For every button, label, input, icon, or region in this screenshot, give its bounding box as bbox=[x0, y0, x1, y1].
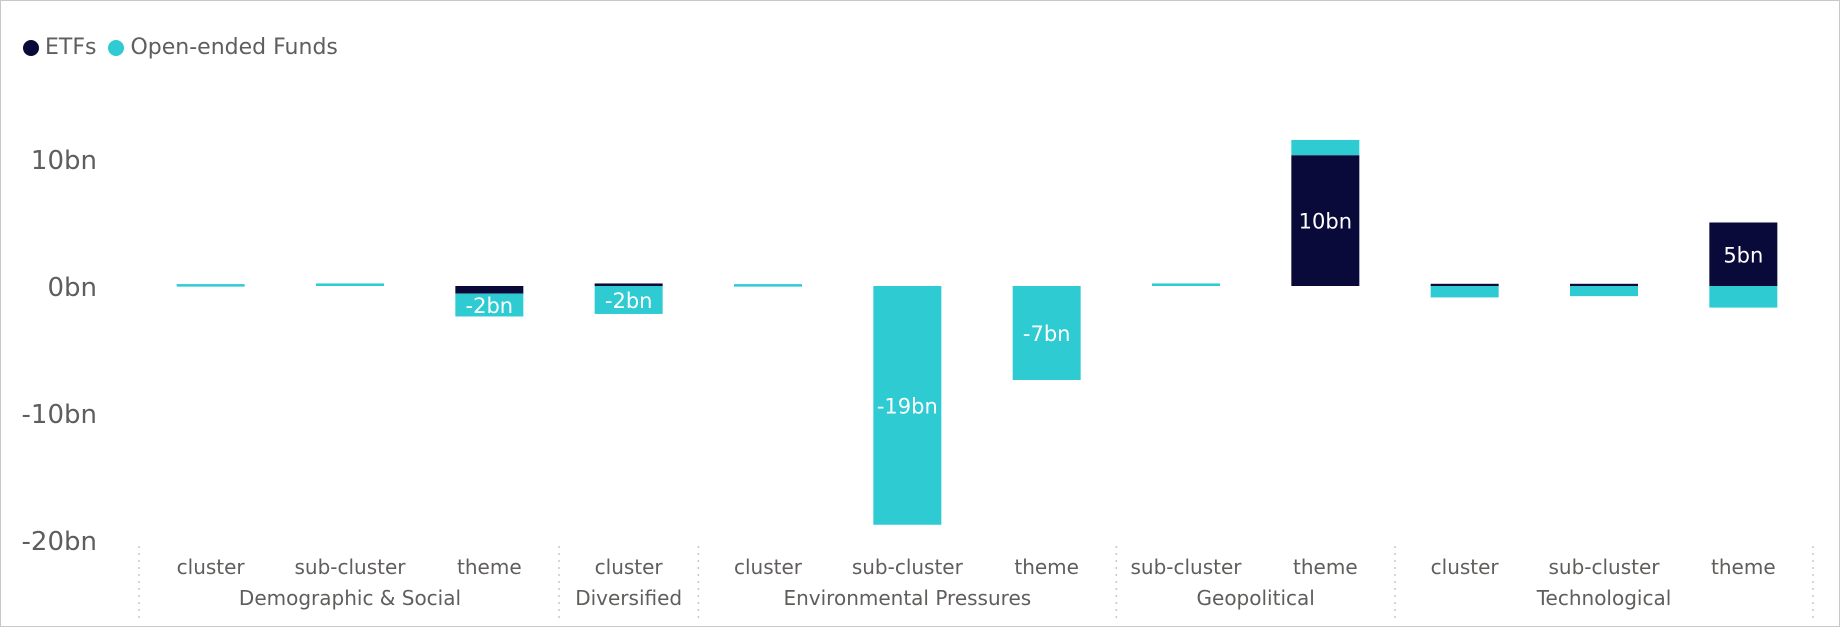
bar-etfs bbox=[1430, 283, 1499, 287]
bar-open-ended-funds bbox=[316, 283, 384, 286]
data-label: -2bn bbox=[466, 294, 514, 318]
bar-etfs bbox=[1709, 222, 1778, 286]
stacked-bar-chart: 10bn 0bn -10bn -20bn -2bn -2bn -19bn -7bn 10bn 5b… bbox=[22, 139, 1814, 619]
x-group-label: Demographic & Social bbox=[239, 586, 461, 610]
x-tick-label: theme bbox=[1014, 555, 1079, 579]
x-tick-label: sub-cluster bbox=[294, 555, 406, 579]
legend-item-open-ended-funds[interactable]: Open-ended Funds bbox=[108, 35, 338, 60]
x-group-label: Diversified bbox=[575, 586, 682, 610]
x-tick-label: theme bbox=[1711, 555, 1776, 579]
data-label: -19bn bbox=[877, 394, 938, 418]
x-tick-label: cluster bbox=[595, 555, 664, 579]
data-label: 5bn bbox=[1723, 243, 1763, 267]
bar-etfs bbox=[594, 283, 663, 286]
legend-swatch-etfs bbox=[23, 39, 39, 56]
bar-open-ended-funds bbox=[1012, 286, 1081, 380]
x-group-label: Geopolitical bbox=[1197, 586, 1315, 610]
bar-open-ended-funds bbox=[734, 284, 802, 287]
y-tick-label: 10bn bbox=[31, 146, 97, 176]
data-label: -2bn bbox=[605, 289, 653, 313]
bar-etfs bbox=[1570, 283, 1638, 287]
x-tick-label: sub-cluster bbox=[1548, 555, 1660, 579]
bar-open-ended-funds bbox=[176, 284, 245, 287]
bar-open-ended-funds bbox=[1570, 286, 1638, 297]
bar-open-ended-funds bbox=[455, 293, 524, 317]
x-tick-label: sub-cluster bbox=[852, 555, 964, 579]
bar-open-ended-funds bbox=[1430, 286, 1499, 298]
x-tick-label: cluster bbox=[1431, 555, 1500, 579]
bar-open-ended-funds bbox=[873, 286, 942, 525]
bar-open-ended-funds bbox=[594, 286, 663, 314]
bar-open-ended-funds bbox=[1709, 286, 1778, 308]
x-tick-label: cluster bbox=[177, 555, 246, 579]
x-tick-label: theme bbox=[1293, 555, 1358, 579]
bar-open-ended-funds bbox=[1152, 283, 1220, 286]
y-tick-label: -20bn bbox=[22, 527, 97, 557]
legend: ETFs Open-ended Funds bbox=[23, 35, 350, 60]
y-tick-label: 0bn bbox=[47, 273, 97, 303]
x-group-label: Environmental Pressures bbox=[783, 586, 1031, 610]
legend-label-open-ended-funds: Open-ended Funds bbox=[130, 35, 338, 60]
bar-open-ended-funds bbox=[1291, 139, 1360, 156]
y-tick-label: -10bn bbox=[22, 400, 97, 430]
x-group-label: Technological bbox=[1536, 586, 1672, 610]
legend-swatch-open-ended-funds bbox=[108, 39, 125, 56]
bar-etfs bbox=[1291, 155, 1360, 286]
legend-label-etfs: ETFs bbox=[45, 35, 97, 60]
data-label: -7bn bbox=[1023, 322, 1071, 346]
x-tick-label: sub-cluster bbox=[1130, 555, 1242, 579]
legend-item-etfs[interactable]: ETFs bbox=[23, 35, 96, 60]
x-tick-label: theme bbox=[457, 555, 522, 579]
bar-etfs bbox=[455, 286, 524, 294]
data-label: 10bn bbox=[1299, 210, 1352, 234]
x-tick-label: cluster bbox=[734, 555, 803, 579]
